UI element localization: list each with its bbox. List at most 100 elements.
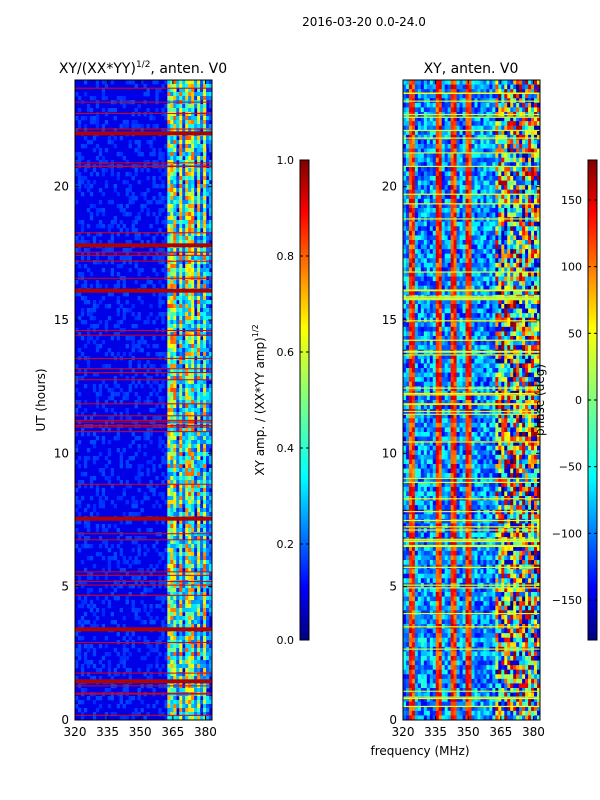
left-heatmap-cell <box>209 412 212 417</box>
right-heatmap-cell <box>510 180 514 186</box>
left-heatmap-cell <box>125 308 129 313</box>
left-heatmap-cell <box>203 492 207 497</box>
right-heatmap-cell <box>423 157 428 163</box>
left-heatmap-cell <box>194 536 198 541</box>
left-heatmap-cell <box>185 704 189 709</box>
left-heatmap-thin-band <box>75 379 212 381</box>
left-heatmap-cell <box>134 196 138 201</box>
left-heatmap-cell <box>191 688 195 693</box>
left-heatmap-cell <box>170 400 174 405</box>
left-heatmap-cell <box>101 380 106 385</box>
left-heatmap-cell <box>75 696 79 701</box>
left-heatmap-cell <box>158 368 162 373</box>
left-heatmap-cell <box>185 204 189 209</box>
left-heatmap-cell <box>75 412 79 417</box>
left-heatmap-cell <box>80 176 85 181</box>
right-heatmap-cell <box>403 194 407 200</box>
left-heatmap-cell <box>188 344 192 349</box>
left-heatmap-cell <box>101 268 106 273</box>
right-heatmap-cell <box>426 162 431 168</box>
left-heatmap-cell <box>95 284 100 289</box>
left-heatmap-cell <box>161 260 165 265</box>
left-heatmap-cell <box>167 496 171 501</box>
right-heatmap-cell <box>507 134 511 140</box>
left-heatmap-cell <box>203 124 207 129</box>
right-heatmap-cell <box>465 80 469 85</box>
right-heatmap-cell <box>438 116 443 122</box>
left-heatmap-cell <box>155 564 159 569</box>
left-heatmap-cell <box>140 240 144 245</box>
right-heatmap-cell <box>483 134 487 140</box>
left-heatmap-cell <box>116 264 120 269</box>
left-heatmap-cell <box>185 612 189 617</box>
left-heatmap-cell <box>134 384 138 389</box>
right-heatmap-cell <box>510 93 514 99</box>
left-heatmap-cell <box>206 84 210 89</box>
left-heatmap-cell <box>140 536 144 541</box>
right-heatmap-cell <box>435 139 440 145</box>
left-heatmap-cell <box>128 140 132 145</box>
left-heatmap-cell <box>134 712 138 717</box>
left-heatmap-cell <box>203 608 207 613</box>
right-heatmap-cell <box>432 107 437 113</box>
left-heatmap-cell <box>77 464 82 469</box>
left-heatmap-cell <box>188 176 192 181</box>
left-heatmap-cell <box>77 512 82 517</box>
left-heatmap-cell <box>200 304 204 309</box>
left-heatmap-cell <box>164 716 168 720</box>
left-heatmap-cell <box>161 424 165 429</box>
left-heatmap-cell <box>152 212 156 217</box>
left-heatmap-cell <box>101 212 106 217</box>
left-heatmap-cell <box>203 312 207 317</box>
right-heatmap-cell <box>528 139 532 145</box>
left-heatmap-cell <box>188 256 192 261</box>
left-heatmap-thin-band <box>75 483 212 485</box>
left-heatmap-cell <box>206 248 210 253</box>
left-heatmap-cell <box>134 372 138 377</box>
left-heatmap-cell <box>197 372 201 377</box>
left-heatmap-cell <box>176 528 180 533</box>
left-heatmap-cell <box>185 152 189 157</box>
left-heatmap-cell <box>80 180 85 185</box>
left-heatmap-cell <box>158 192 162 197</box>
right-heatmap-cell <box>417 153 422 159</box>
left-heatmap-cell <box>92 236 97 241</box>
left-heatmap-cell <box>80 412 85 417</box>
left-heatmap-cell <box>185 404 189 409</box>
right-heatmap-cell <box>468 116 472 122</box>
left-heatmap-cell <box>119 480 123 485</box>
left-heatmap-cell <box>182 584 186 589</box>
right-heatmap-cell <box>456 185 460 191</box>
right-heatmap-cell <box>435 80 440 85</box>
left-heatmap-cell <box>191 608 195 613</box>
left-heatmap-cell <box>173 716 177 720</box>
right-heatmap-cell <box>525 157 529 163</box>
left-heatmap-cell <box>137 548 141 553</box>
left-heatmap-cell <box>161 128 165 133</box>
left-heatmap-cell <box>122 284 126 289</box>
left-heatmap-cell <box>176 340 180 345</box>
left-heatmap-cell <box>164 624 168 629</box>
left-heatmap-cell <box>206 424 210 429</box>
left-heatmap-cell <box>188 92 192 97</box>
left-heatmap-cell <box>194 320 198 325</box>
left-heatmap-cell <box>158 492 162 497</box>
left-heatmap-cell <box>176 488 180 493</box>
left-heatmap-cell <box>101 472 106 477</box>
left-heatmap-cell <box>143 636 147 641</box>
left-heatmap-cell <box>203 512 207 517</box>
left-heatmap-cell <box>83 520 88 525</box>
left-heatmap-cell <box>203 704 207 709</box>
left-heatmap-cell <box>167 336 171 341</box>
right-heatmap-cell <box>468 80 472 85</box>
left-heatmap-cell <box>119 152 123 157</box>
left-heatmap-cell <box>188 644 192 649</box>
left-heatmap-cell <box>122 704 126 709</box>
left-heatmap-cell <box>188 232 192 237</box>
left-heatmap-cell <box>80 716 85 720</box>
left-heatmap-cell <box>167 544 171 549</box>
left-heatmap-cell <box>206 472 210 477</box>
left-heatmap-cell <box>161 256 165 261</box>
left-heatmap-cell <box>167 392 171 397</box>
left-heatmap-cell <box>173 172 177 177</box>
